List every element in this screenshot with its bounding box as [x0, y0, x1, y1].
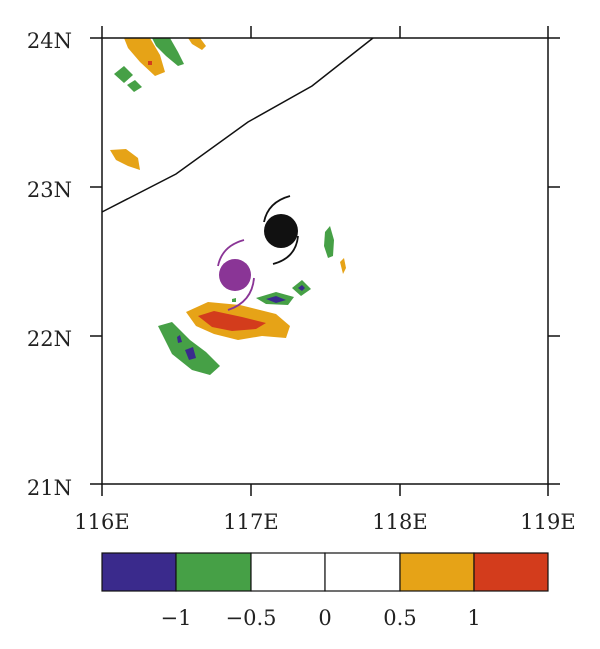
- lat-label-21n: 21N: [27, 476, 72, 500]
- contour-positive: [340, 258, 346, 274]
- longitude-labels: 116E 117E 118E 119E: [74, 510, 575, 534]
- contour-max-dot: [148, 61, 152, 65]
- colorbar-swatch: [324, 552, 401, 592]
- lat-label-24n: 24N: [27, 29, 72, 53]
- contour-positive: [110, 149, 140, 170]
- colorbar: −1 −0.5 0 0.5 1: [101, 552, 549, 630]
- typhoon-symbol-icon: [217, 239, 255, 311]
- colorbar-label: −0.5: [226, 606, 277, 630]
- contour-negative: [127, 80, 142, 92]
- map-frame: [101, 37, 549, 485]
- colorbar-swatch: [250, 552, 326, 592]
- colorbar-label: 1: [467, 606, 480, 630]
- colorbar-label: 0.5: [383, 606, 416, 630]
- tick-marks: [90, 26, 560, 496]
- anomaly-contours: [110, 38, 346, 375]
- colorbar-label: 0: [318, 606, 331, 630]
- contour-positive: [124, 38, 165, 76]
- contour-max-band: [198, 311, 266, 331]
- coastline: [101, 37, 374, 213]
- contour-negative: [114, 66, 133, 83]
- lon-label-118e: 118E: [372, 510, 427, 534]
- colorbar-swatch: [101, 552, 177, 592]
- contour-low: [185, 347, 196, 360]
- contour-positive: [188, 38, 206, 50]
- lat-label-22n: 22N: [27, 327, 72, 351]
- lat-label-23n: 23N: [27, 178, 72, 202]
- latitude-labels: 24N 23N 22N 21N: [27, 29, 72, 500]
- lon-label-116e: 116E: [74, 510, 129, 534]
- contour-low-dot: [298, 285, 305, 291]
- colorbar-label: −1: [161, 606, 192, 630]
- colorbar-swatch: [175, 552, 252, 592]
- contour-negative: [152, 38, 184, 66]
- lon-label-117e: 117E: [223, 510, 278, 534]
- contour-low: [266, 296, 286, 303]
- colorbar-swatch: [399, 552, 475, 592]
- typhoon-symbol-icon: [263, 195, 299, 265]
- contour-negative: [232, 298, 236, 302]
- contour-low: [177, 335, 182, 343]
- lon-label-119e: 119E: [520, 510, 575, 534]
- colorbar-swatch: [473, 552, 549, 592]
- contour-negative: [324, 226, 334, 258]
